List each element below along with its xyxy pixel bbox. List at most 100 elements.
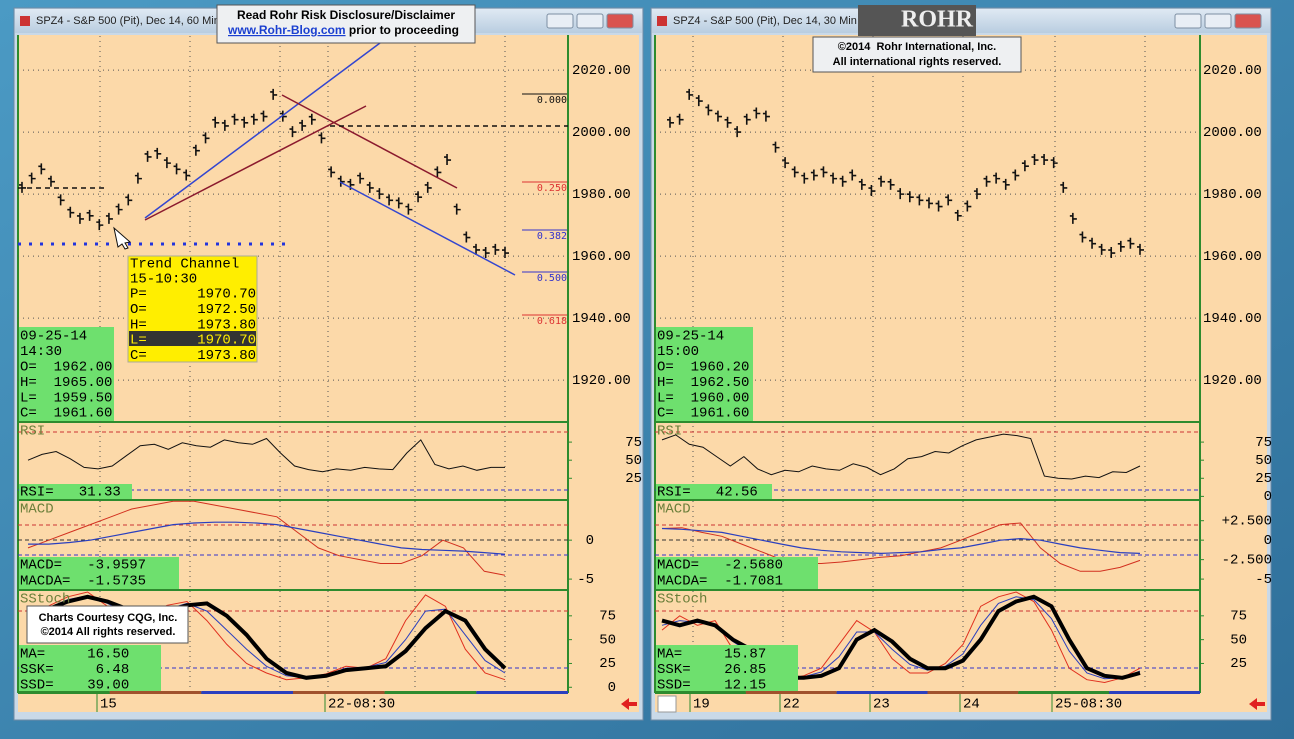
price-bar — [1021, 160, 1029, 172]
fib-label: 0.382 — [537, 231, 567, 242]
price-bar — [945, 194, 953, 206]
scroll-arrow[interactable] — [1249, 698, 1265, 710]
y-tick-label: 1960.00 — [1203, 249, 1262, 265]
trend-line — [144, 105, 367, 221]
price-bar — [250, 113, 258, 125]
price-bar — [366, 181, 374, 193]
maximize-button[interactable] — [1204, 13, 1232, 29]
readout-box — [656, 557, 818, 589]
close-button[interactable] — [606, 13, 634, 29]
readout: RSI= 42.56 — [657, 485, 758, 501]
price-bar — [415, 191, 423, 203]
y-tick-label: 0 — [586, 533, 594, 549]
price-bar — [916, 194, 924, 206]
y-tick-label: 1940.00 — [1203, 311, 1262, 327]
price-bar — [318, 132, 326, 144]
close-button[interactable] — [1234, 13, 1262, 29]
readout: SSK= 6.48 — [20, 662, 129, 678]
price-bar — [714, 110, 722, 122]
minimize-button[interactable] — [1174, 13, 1202, 29]
price-bar — [1031, 154, 1039, 166]
y-tick-label: 1920.00 — [572, 373, 631, 389]
price-bar — [753, 107, 761, 119]
price-bar — [1098, 243, 1106, 255]
session-bar — [927, 691, 1019, 694]
plot-area — [18, 35, 639, 712]
y-tick-label: 2000.00 — [1203, 125, 1262, 141]
price-bar — [357, 172, 365, 184]
scroll-arrow[interactable] — [621, 698, 637, 710]
readout: MA= 15.87 — [657, 647, 766, 663]
copyright-text: Charts Courtesy CQG, Inc. — [39, 612, 178, 624]
readout: RSI= 31.33 — [20, 485, 121, 501]
price-bar — [308, 113, 316, 125]
readout: SSD= 39.00 — [20, 678, 129, 694]
readout: MACD= -2.5680 — [657, 558, 783, 574]
y-tick-label: +2.500 — [1222, 513, 1272, 529]
y-tick-label: 2020.00 — [572, 63, 631, 79]
y-tick-label: 25 — [1255, 471, 1272, 487]
price-bar — [502, 247, 509, 259]
y-tick-label: -5 — [577, 572, 594, 588]
panel-label: SStoch — [657, 592, 707, 608]
info-text: C= 1961.60 — [20, 406, 112, 422]
readout-box — [19, 484, 132, 499]
y-tick-label: 2020.00 — [1203, 63, 1262, 79]
price-bar — [906, 191, 914, 203]
highlight-row — [129, 331, 256, 346]
y-tick-label: 25 — [625, 471, 642, 487]
cursor — [113, 226, 132, 250]
panel-label: MACD — [20, 502, 54, 518]
price-bar — [1108, 247, 1116, 259]
macda-line — [28, 521, 506, 555]
price-bar — [801, 172, 809, 184]
price-bar — [676, 113, 684, 125]
readout: MACDA= -1.7081 — [657, 574, 783, 590]
price-bar — [337, 175, 345, 187]
price-bar — [38, 163, 46, 175]
price-bar — [289, 126, 297, 138]
info-text: 09-25-14 — [657, 329, 724, 345]
logo-box — [858, 5, 976, 36]
price-bar — [782, 157, 790, 169]
info-text: H= 1962.50 — [657, 375, 749, 391]
ssd-line — [27, 594, 507, 680]
price-bar — [1060, 181, 1068, 193]
minimize-button[interactable] — [546, 13, 574, 29]
disclaimer-link[interactable]: www.Rohr-Blog.com — [227, 23, 346, 37]
logo: ROHR — [901, 7, 974, 33]
copyright-text: ©2014 Rohr International, Inc. — [838, 41, 996, 53]
price-bar — [810, 169, 818, 181]
y-tick-label: 1960.00 — [572, 249, 631, 265]
fib-label: 0.250 — [537, 183, 567, 194]
price-bar — [434, 166, 442, 178]
price-bar — [202, 132, 210, 144]
trend-line — [281, 94, 458, 189]
maximize-button[interactable] — [576, 13, 604, 29]
price-bar — [705, 104, 713, 116]
price-bar — [221, 119, 229, 131]
panel-label: SStoch — [20, 592, 70, 608]
session-bar — [655, 691, 746, 694]
price-bar — [231, 113, 239, 125]
macd-line — [661, 522, 1141, 572]
fib-label: 0.618 — [537, 316, 567, 327]
window-title: SPZ4 - S&P 500 (Pit), Dec 14, 60 Min — [36, 15, 220, 27]
disclaimer-title: Read Rohr Risk Disclosure/Disclaimer — [237, 8, 455, 22]
price-bar — [762, 110, 770, 122]
info-box — [656, 327, 753, 421]
price-bar — [183, 169, 191, 181]
price-bar — [868, 185, 876, 197]
price-bar — [154, 147, 162, 159]
session-bar — [476, 691, 568, 694]
macd-line — [27, 500, 506, 576]
readout: MA= 16.50 — [20, 647, 129, 663]
readout: SSK= 26.85 — [657, 662, 766, 678]
price-bar — [849, 169, 857, 181]
x-tick-label: 25-08:30 — [1055, 697, 1122, 713]
session-bar — [745, 691, 837, 694]
price-bar — [453, 203, 461, 215]
price-bar — [96, 219, 104, 231]
price-bar — [954, 209, 962, 221]
